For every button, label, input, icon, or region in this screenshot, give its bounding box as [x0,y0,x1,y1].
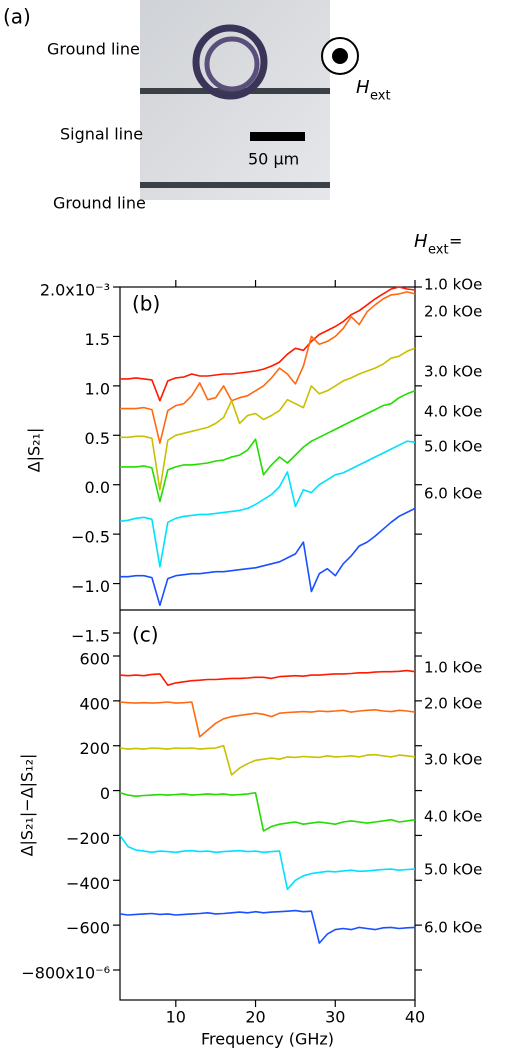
annotation: Signal line [60,125,143,144]
y-tick-label: −200 [66,829,110,848]
annotation: Ground line [53,194,146,213]
x-tick-label: 10 [166,1008,186,1027]
field-dot [332,48,348,64]
y-tick-label: 600 [79,650,110,669]
series-label: 2.0 kOe [424,303,482,321]
axes-frame [119,286,416,1001]
series-line [119,909,416,944]
series-label: 6.0 kOe [424,485,482,503]
micrograph [140,0,330,200]
series-line [120,390,416,503]
series-line [120,286,416,402]
series-line [119,834,416,891]
coil [192,24,268,100]
y-tick-label: −600 [66,919,110,938]
series-line [119,701,416,738]
series-line [120,507,416,607]
series-label: 6.0 kOe [424,919,482,937]
series-label: 4.0 kOe [424,808,482,826]
y-tick-label: −0.5 [71,528,110,547]
legend-title: H [414,231,428,252]
field-label-sub: ext [370,89,391,104]
x-tick-label: 20 [245,1008,265,1027]
series-label: 2.0 kOe [424,695,482,713]
y-tick-label: −800x10⁻⁶ [21,964,110,983]
series-label: 3.0 kOe [424,751,482,769]
x-axis-label: Frequency (GHz) [201,1030,334,1049]
y-tick-label: −1.0 [71,577,110,596]
y-axis-label: Δ|S₂₁| [25,428,44,473]
scale-bar [250,132,305,141]
series-line [119,440,416,568]
series-line [119,669,416,686]
series-label: 1.0 kOe [424,276,482,294]
series-label: 4.0 kOe [424,403,482,421]
y-tick-label: 2.0x10⁻³ [40,281,110,300]
y-axis-label: Δ|S₂₁|−Δ|S₁₂| [18,754,37,857]
series-label: 1.0 kOe [424,659,482,677]
annotation: Ground line [47,40,140,59]
scale-label: 50 μm [248,150,299,169]
series-line [119,744,416,776]
series-line [120,291,416,444]
series-label: 3.0 kOe [424,363,482,381]
y-tick-label: 0.0 [85,478,110,497]
micrograph-bg [140,0,330,200]
line-edge [140,182,330,188]
series-label: 5.0 kOe [424,861,482,879]
y-tick-label: 0 [100,784,110,803]
panel-label: (a) [3,5,31,29]
y-tick-label: 1.5 [85,330,110,349]
panel-label: (c) [132,623,159,647]
series-line [119,792,416,832]
series-line [120,347,416,491]
y-tick-label: 200 [79,739,110,758]
x-tick-label: 40 [405,1008,425,1027]
y-tick-label: 1.0 [85,379,110,398]
coil [204,36,260,92]
field-label: H [356,77,370,98]
legend-title-suffix: = [449,232,462,251]
y-tick-label: −1.5 [71,627,110,646]
series-label: 5.0 kOe [424,438,482,456]
y-tick-label: 0.5 [85,429,110,448]
x-tick-label: 30 [325,1008,345,1027]
panel-label: (b) [132,292,160,316]
y-tick-label: −400 [66,874,110,893]
legend-title-sub: ext [428,243,449,258]
y-tick-label: 400 [79,694,110,713]
